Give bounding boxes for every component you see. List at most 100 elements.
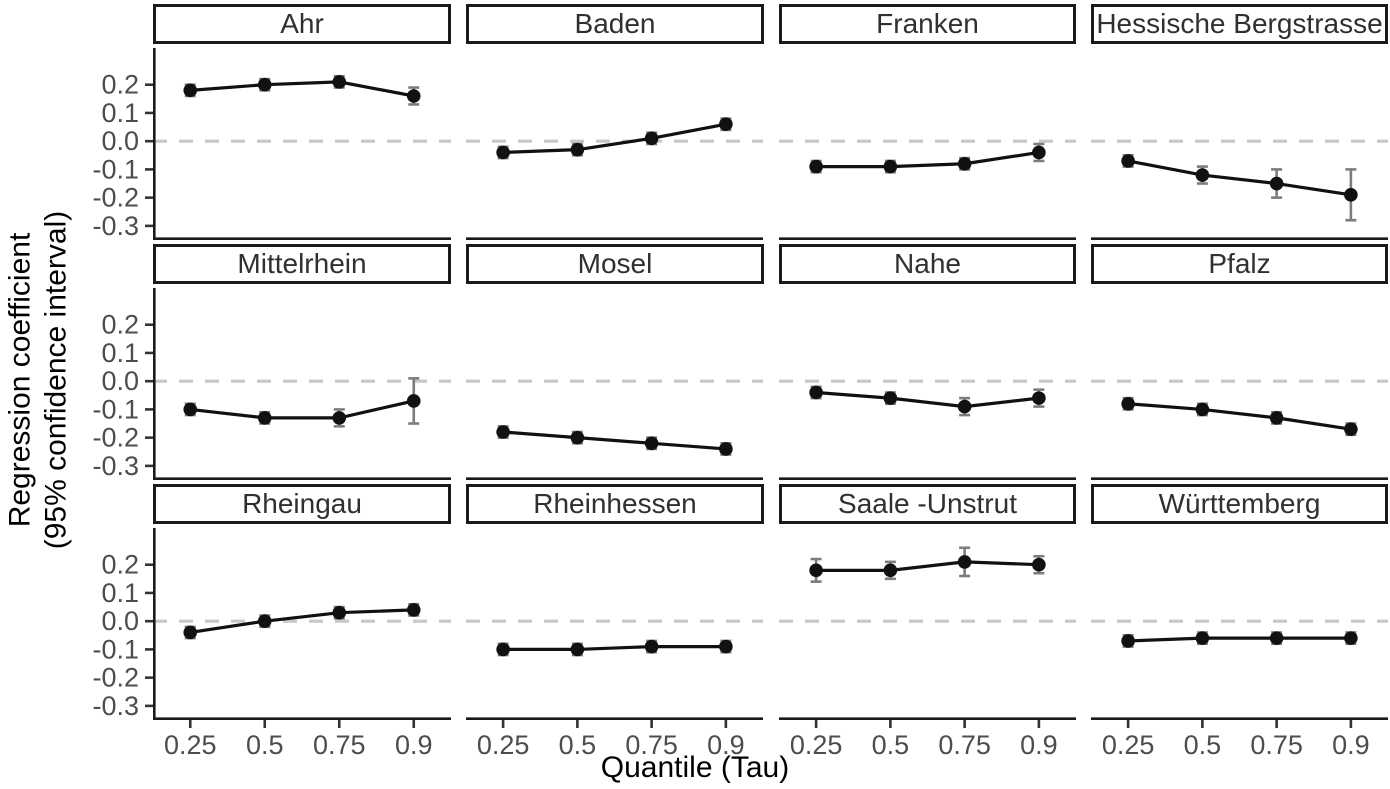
facet-cell: Baden <box>466 4 764 240</box>
trend-line <box>816 150 1040 169</box>
y-tick-label: -0.3 <box>92 211 139 240</box>
facet-title: Hessische Bergstrasse <box>1091 4 1388 44</box>
data-point <box>1344 188 1358 202</box>
data-point <box>1032 391 1046 405</box>
data-point <box>406 89 421 103</box>
x-tick-label: 0.25 <box>790 730 843 760</box>
x-tick-label: 0.25 <box>164 730 217 760</box>
y-axis-title: Regression coefficient (95% confidence in… <box>0 0 80 760</box>
data-point <box>1121 154 1135 168</box>
x-tick-label: 0.5 <box>246 730 284 760</box>
y-tick-label: 0.1 <box>101 98 139 128</box>
data-point <box>257 614 272 628</box>
facet-cell: Franken <box>779 4 1076 240</box>
trend-line <box>503 644 726 652</box>
data-point <box>496 425 510 439</box>
data-point <box>883 391 898 405</box>
data-point <box>957 555 972 569</box>
facet-cell: Mittelrhein 0.2 0.1 0.0 -0.1 -0.2 -0.3 <box>78 244 451 480</box>
data-point <box>496 145 510 160</box>
x-tick-label: 0.25 <box>477 730 530 760</box>
facet-cell: Nahe <box>779 244 1076 480</box>
x-tick-label: 0.75 <box>1250 730 1303 760</box>
facet-title: Baden <box>466 4 764 44</box>
data-point <box>1121 396 1135 411</box>
data-point <box>1344 631 1358 645</box>
data-point <box>1195 402 1210 417</box>
facet-cell: Mosel <box>466 244 764 480</box>
facet-panel: 0.20.10.0-0.1-0.2-0.3 <box>92 288 451 480</box>
data-point <box>496 642 510 657</box>
data-point <box>809 159 823 174</box>
data-point <box>1269 631 1284 645</box>
y-axis-title-text: Regression coefficient (95% confidence in… <box>3 210 73 550</box>
facet-title: Franken <box>779 4 1076 44</box>
x-tick-label: 0.9 <box>707 730 745 760</box>
data-point <box>809 385 823 400</box>
data-point <box>1121 634 1135 648</box>
facet-title: Württemberg <box>1091 484 1388 524</box>
facet-cell: Ahr 0.2 0.1 0.0 -0.1 -0.2 -0.3 <box>78 4 451 240</box>
data-point <box>1269 176 1284 191</box>
trend-line <box>503 122 727 155</box>
trend-line <box>190 399 415 420</box>
data-point <box>719 639 733 654</box>
facet-panel: 0.25 0.5 0.75 0.9 <box>779 546 1076 760</box>
y-tick-label: 0.1 <box>101 578 139 608</box>
y-tick-label: 0.1 <box>101 338 139 368</box>
data-point <box>719 117 733 132</box>
y-tick-label: -0.3 <box>92 451 139 480</box>
x-tick-label: 0.75 <box>313 730 366 760</box>
x-tick-label: 0.5 <box>1184 730 1222 760</box>
facet-panel: 0.25 0.5 0.75 0.9 <box>1091 619 1388 760</box>
facet-title: Rheingau <box>153 484 451 524</box>
data-point <box>257 411 272 425</box>
y-tick-label: -0.2 <box>92 663 139 693</box>
data-point <box>183 83 198 98</box>
data-point <box>570 430 585 445</box>
data-point <box>719 442 733 456</box>
data-point <box>883 563 898 578</box>
y-tick-label: 0.2 <box>101 310 139 340</box>
data-point <box>257 77 272 92</box>
facet-panel <box>1091 379 1388 480</box>
data-point <box>332 411 347 425</box>
facet-panel <box>1091 139 1388 240</box>
y-tick-label: 0.2 <box>101 550 139 580</box>
data-point <box>644 436 659 451</box>
data-point <box>1032 557 1046 572</box>
facet-title: Pfalz <box>1091 244 1388 284</box>
y-tick-label: -0.1 <box>92 394 139 424</box>
facet-panel: 0.25 0.5 0.75 0.9 <box>466 619 763 760</box>
x-axis-title: Quantile (Tau) <box>600 751 790 784</box>
data-point <box>183 625 198 640</box>
y-tick-label: 0.0 <box>101 366 139 396</box>
y-tick-label: -0.1 <box>92 154 139 184</box>
facet-cell: Saale -Unstrut 0.25 0.5 0.75 0.9 <box>779 484 1076 760</box>
trend-line <box>1127 159 1352 197</box>
trend-line <box>503 430 726 451</box>
x-tick-label: 0.9 <box>1332 730 1370 760</box>
facet-panel <box>779 379 1076 480</box>
data-point <box>883 159 898 174</box>
y-tick-label: 0.0 <box>101 606 139 636</box>
x-tick-label: 0.9 <box>1020 730 1058 760</box>
trend-line <box>190 608 414 635</box>
facet-cell: Rheinhessen 0.25 0.5 0.75 0.9 <box>466 484 764 760</box>
data-point <box>809 563 823 578</box>
trend-line <box>1128 636 1351 643</box>
facet-title: Nahe <box>779 244 1076 284</box>
x-tick-label: 0.75 <box>625 730 678 760</box>
y-tick-label: -0.3 <box>92 691 139 721</box>
trend-line <box>190 80 415 98</box>
facet-title: Ahr <box>153 4 451 44</box>
facet-title: Mittelrhein <box>153 244 451 284</box>
facet-panel <box>466 379 763 480</box>
data-point <box>570 142 585 157</box>
data-point <box>1032 145 1046 160</box>
y-tick-label: -0.2 <box>92 183 139 213</box>
data-point <box>332 75 347 89</box>
data-point <box>644 639 659 654</box>
facet-cell: Rheingau 0.2 0.1 0.0 -0.1 -0.2 -0.3 0.25 0.5 0.75… <box>78 484 451 760</box>
